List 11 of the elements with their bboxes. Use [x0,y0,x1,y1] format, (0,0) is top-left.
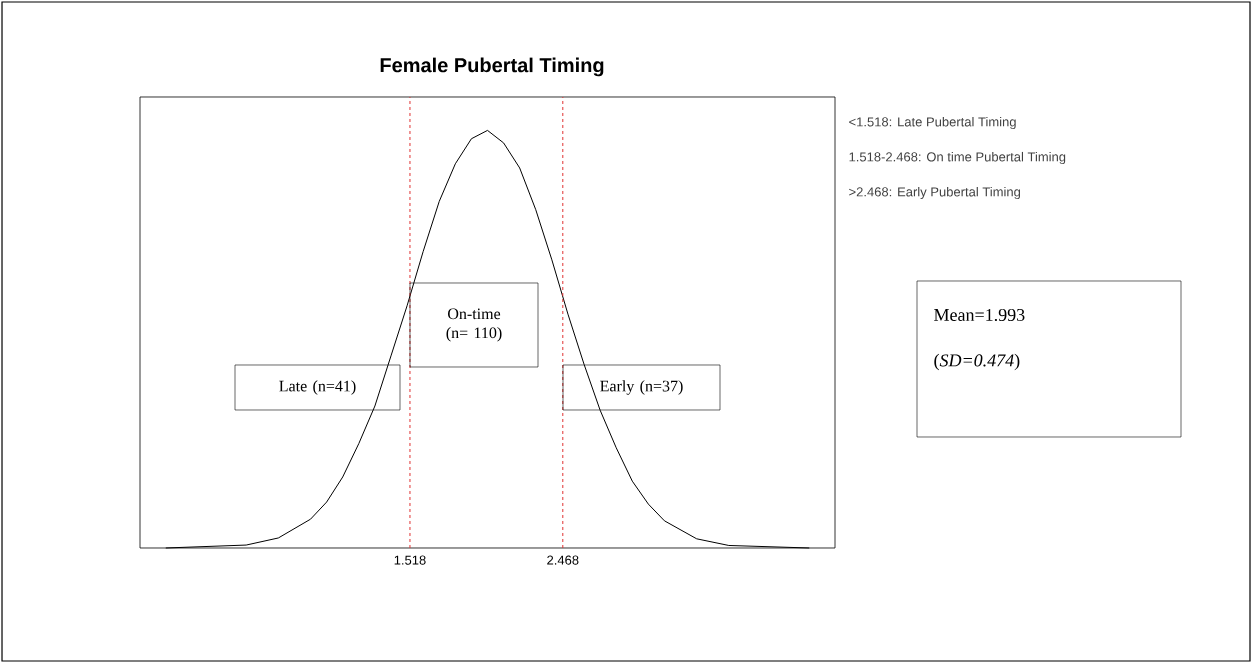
annotation: Late (n=41) [279,380,356,395]
annotation: On-time (n= 110) [446,308,502,342]
x-tick-label: 1.518 [394,555,426,565]
text: (SD=0.474) [934,353,1020,371]
text: Mean=1.993 [934,308,1025,322]
chart-title: Female Pubertal Timing [380,57,604,77]
text: 1.518-2.468: On time Pubertal Timing [849,151,1066,165]
text: >2.468: Early Pubertal Timing [849,186,1021,200]
x-tick-label: 2.468 [547,555,579,565]
annotation: Early (n=37) [600,380,683,395]
text: <1.518: Late Pubertal Timing [849,116,1016,130]
